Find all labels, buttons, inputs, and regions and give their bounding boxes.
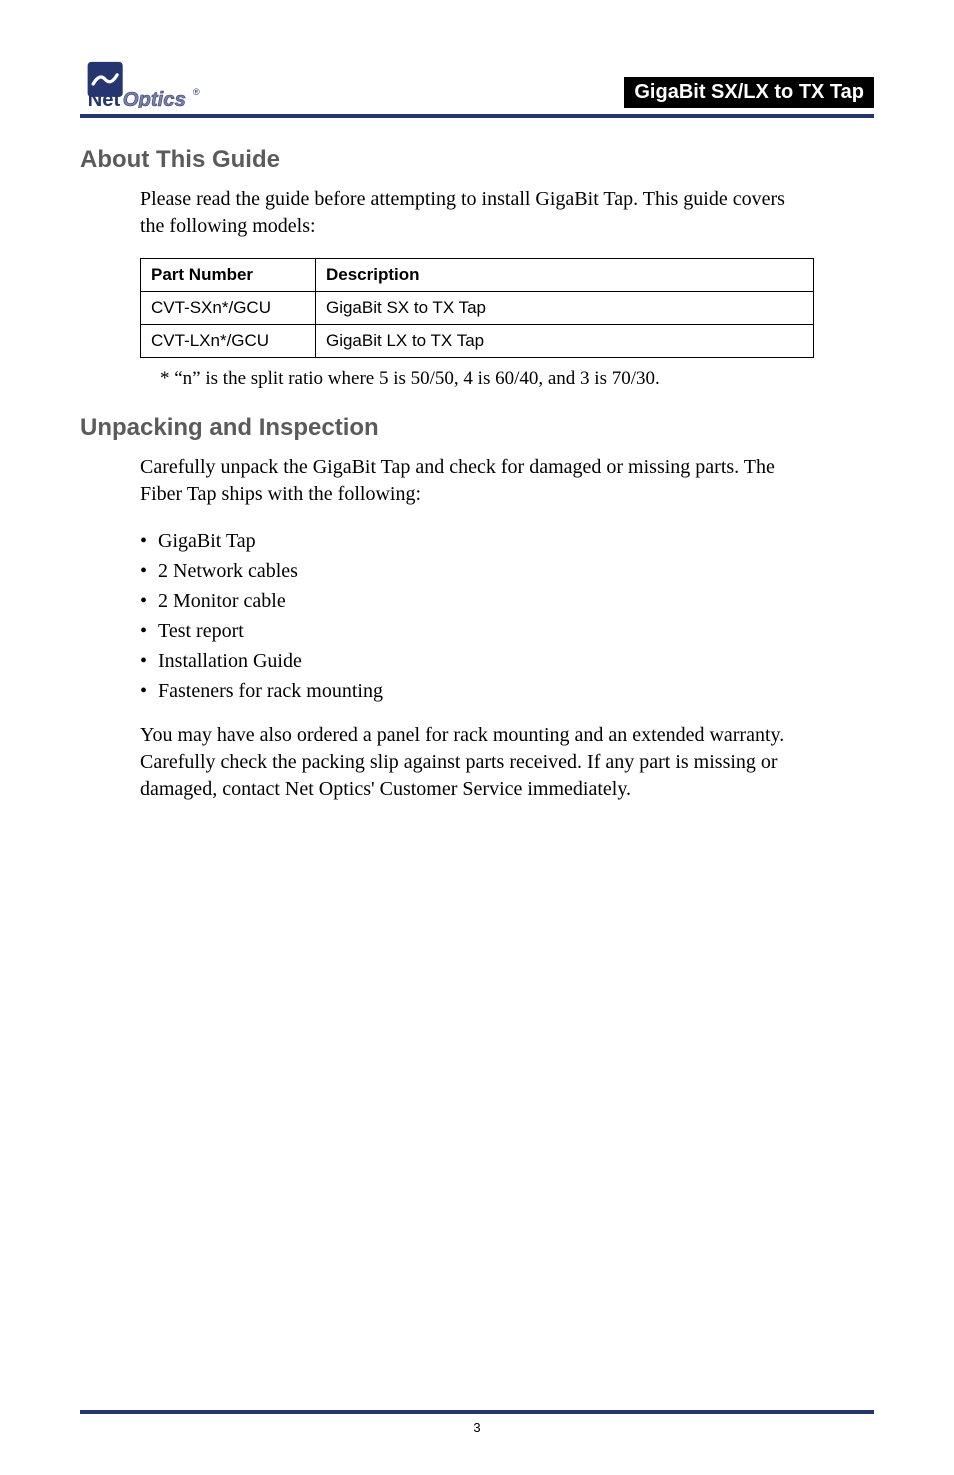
logo-mark-icon: Net Optics ® <box>80 60 230 108</box>
header-part-number: Part Number <box>141 259 316 292</box>
unpacking-para1: Carefully unpack the GigaBit Tap and che… <box>140 454 814 508</box>
bullet-list: GigaBit Tap 2 Network cables 2 Monitor c… <box>140 526 814 706</box>
header-rule <box>80 114 874 118</box>
list-item: GigaBit Tap <box>140 526 814 556</box>
about-heading: About This Guide <box>80 146 874 174</box>
cell-pn: CVT-SXn*/GCU <box>141 292 316 325</box>
cell-desc: GigaBit LX to TX Tap <box>315 325 813 358</box>
about-paragraph: Please read the guide before attempting … <box>140 186 814 240</box>
logo-optics: Optics <box>123 89 186 108</box>
unpacking-para2: You may have also ordered a panel for ra… <box>140 722 814 803</box>
cell-desc: GigaBit SX to TX Tap <box>315 292 813 325</box>
table-row: CVT-LXn*/GCU GigaBit LX to TX Tap <box>141 325 814 358</box>
table-header-row: Part Number Description <box>141 259 814 292</box>
page-number: 3 <box>80 1420 874 1435</box>
list-item: Fasteners for rack mounting <box>140 676 814 706</box>
logo: Net Optics ® <box>80 60 230 108</box>
list-item: 2 Network cables <box>140 556 814 586</box>
list-item: Test report <box>140 616 814 646</box>
part-table: Part Number Description CVT-SXn*/GCU Gig… <box>140 258 814 358</box>
list-item: 2 Monitor cable <box>140 586 814 616</box>
table-row: CVT-SXn*/GCU GigaBit SX to TX Tap <box>141 292 814 325</box>
cell-pn: CVT-LXn*/GCU <box>141 325 316 358</box>
logo-net: Net <box>88 89 121 108</box>
footer-rule <box>80 1410 874 1414</box>
page-footer: 3 <box>80 1402 874 1435</box>
list-item: Installation Guide <box>140 646 814 676</box>
page-header: Net Optics ® GigaBit SX/LX to TX Tap <box>80 60 874 108</box>
header-description: Description <box>315 259 813 292</box>
logo-reg: ® <box>193 87 200 97</box>
unpacking-heading: Unpacking and Inspection <box>80 414 874 442</box>
footnote: * “n” is the split ratio where 5 is 50/5… <box>160 368 814 390</box>
title-badge: GigaBit SX/LX to TX Tap <box>624 77 874 108</box>
